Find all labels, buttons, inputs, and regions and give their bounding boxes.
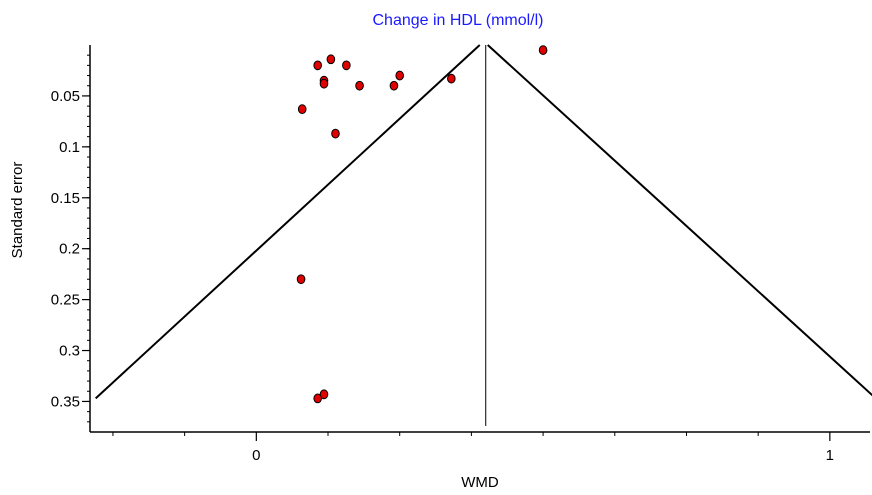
- study-point: [319, 389, 329, 400]
- y-tick-label: 0.05: [51, 88, 80, 105]
- y-tick-label: 0.2: [59, 241, 80, 258]
- study-point: [538, 45, 548, 55]
- x-tick-label: 0: [252, 447, 260, 464]
- y-tick-label: 0.1: [59, 139, 80, 156]
- study-point: [447, 73, 456, 84]
- study-point: [395, 70, 405, 81]
- study-point: [326, 54, 336, 65]
- y-tick-label: 0.15: [51, 190, 80, 207]
- study-point: [319, 78, 329, 89]
- study-point: [297, 104, 307, 115]
- x-axis-title: WMD: [461, 474, 499, 491]
- funnel-right-limit: [487, 44, 872, 397]
- y-tick-label: 0.3: [59, 343, 80, 360]
- funnel-limits: [94, 44, 872, 426]
- study-point: [313, 393, 322, 404]
- chart-title: Change in HDL (mmol/l): [372, 12, 543, 29]
- study-point: [342, 60, 351, 71]
- study-point: [331, 128, 340, 139]
- study-point: [389, 80, 399, 91]
- funnel-left-limit: [94, 44, 481, 400]
- y-tick-label: 0.25: [51, 292, 80, 309]
- y-tick-label: 0.35: [51, 393, 80, 410]
- y-axis-title: Standard error: [9, 162, 26, 259]
- study-point: [313, 60, 322, 71]
- study-point: [296, 274, 306, 285]
- data-points: [296, 45, 548, 404]
- axes: 0.05 0.1 0.15 0.2 0.25 0.3 0.35 0 1: [51, 45, 870, 464]
- x-tick-label: 1: [826, 447, 834, 464]
- study-point: [355, 80, 364, 91]
